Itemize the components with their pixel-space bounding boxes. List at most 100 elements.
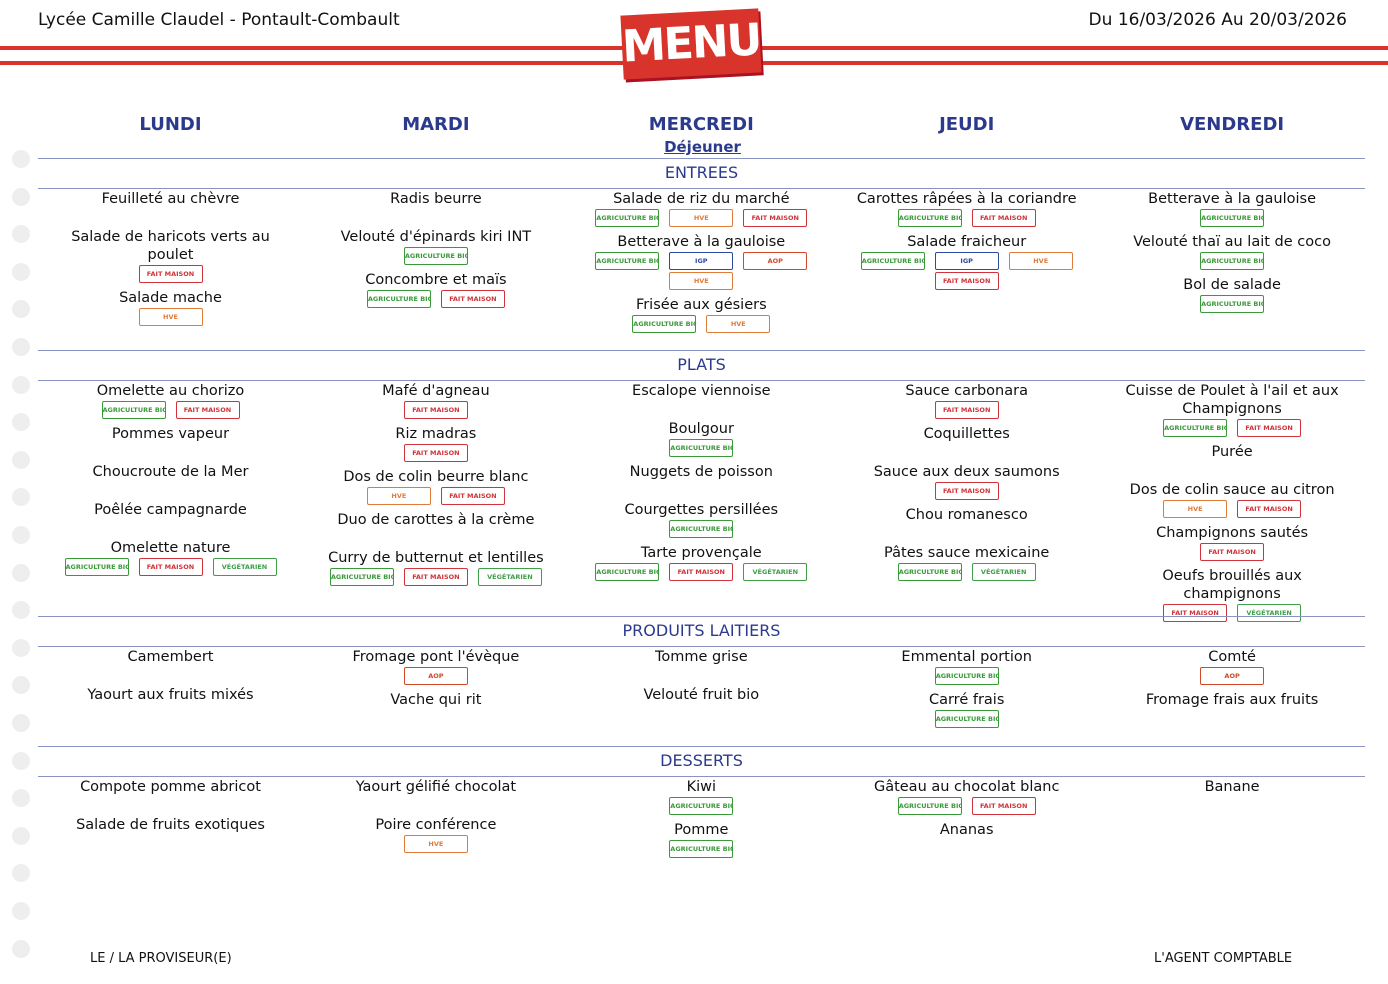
dish: Emmental portion AGRICULTURE BIOLOGIQUE (847, 648, 1087, 691)
dish: Feuilleté au chèvre (51, 190, 291, 228)
dish-name: Pâtes sauce mexicaine (884, 545, 1050, 561)
quality-label: AGRICULTURE BIOLOGIQUE (1200, 295, 1265, 313)
dish-name: Tomme grise (654, 649, 748, 665)
day-column: Mafé d'agneau FAIT MAISON Riz madras FAIT M… (303, 382, 568, 592)
dish-name: Pommes vapeur (111, 426, 230, 442)
dish: Riz madras FAIT MAISON (316, 425, 556, 468)
day-column: Omelette au chorizo AGRICULTURE BIOLOGIQU… (38, 382, 303, 582)
quality-label: FAIT MAISON (1237, 419, 1302, 437)
day-column: Compote pomme abricot Salade de fruits ex… (38, 778, 303, 854)
day-column: Radis beurre Velouté d'épinards kiri INT A… (303, 190, 568, 314)
dish-name: Emmental portion (901, 649, 1032, 665)
label-row: AGRICULTURE BIOLOGIQUE FAIT MAISON VÉGÉTAR… (581, 563, 821, 581)
quality-label: AGRICULTURE BIOLOGIQUE (897, 563, 962, 581)
section-rule (38, 616, 1365, 617)
dish: Carré frais AGRICULTURE BIOLOGIQUE (847, 691, 1087, 734)
label-row: AGRICULTURE BIOLOGIQUE HVE (581, 315, 821, 333)
binder-hole (12, 375, 30, 394)
label-row: FAIT MAISON (1112, 543, 1352, 561)
binder-hole (12, 187, 30, 206)
binder-hole (12, 488, 30, 507)
quality-label: FAIT MAISON (1200, 543, 1265, 561)
section-title: ENTREES (664, 163, 739, 182)
label-row: FAIT MAISON (847, 482, 1087, 500)
dish: Sauce carbonara FAIT MAISON (847, 382, 1087, 425)
quality-label: FAIT MAISON (440, 290, 505, 308)
binder-hole (12, 338, 30, 356)
dish: Salade de haricots verts au poulet FAIT M… (51, 228, 291, 289)
dish: Carottes râpées à la coriandre AGRICULTUR… (847, 190, 1087, 233)
quality-label: HVE (366, 487, 431, 505)
quality-label: VÉGÉTARIEN (477, 568, 542, 586)
dish: Ananas (847, 821, 1087, 859)
dish: Dos de colin sauce au citron HVE FAIT MAIS… (1112, 481, 1352, 524)
label-row: AGRICULTURE BIOLOGIQUE (581, 439, 821, 457)
binder-hole (12, 300, 30, 319)
section-title: PLATS (677, 355, 726, 374)
day-column: Sauce carbonara FAIT MAISON Coquillettes Sa… (834, 382, 1099, 587)
label-row: AGRICULTURE BIOLOGIQUE FAIT MAISON (847, 209, 1087, 227)
day-column: Camembert Yaourt aux fruits mixés (38, 648, 303, 724)
label-row: FAIT MAISON VÉGÉTARIEN (1112, 604, 1352, 622)
binder-hole (12, 789, 30, 808)
day-column: Kiwi AGRICULTURE BIOLOGIQUE Pomme AGRICULTU… (569, 778, 834, 864)
quality-label: AGRICULTURE BIOLOGIQUE (669, 797, 734, 815)
dish-name: Courgettes persillées (624, 502, 779, 518)
dish: Salade de fruits exotiques (51, 816, 291, 854)
dish-name: Dos de colin beurre blanc (343, 469, 529, 485)
label-row: AGRICULTURE BIOLOGIQUE (1112, 209, 1352, 227)
quality-label: AOP (1200, 667, 1265, 685)
dish: Pommes vapeur (51, 425, 291, 463)
label-row: HVE FAIT MAISON (1112, 500, 1352, 518)
quality-label: AGRICULTURE BIOLOGIQUE (669, 520, 734, 538)
dish-name: Fromage pont l'évèque (352, 649, 520, 665)
dish: Omelette nature AGRICULTURE BIOLOGIQUE FAI… (51, 539, 291, 582)
dish-name: Choucroute de la Mer (92, 464, 249, 480)
dish: Mafé d'agneau FAIT MAISON (316, 382, 556, 425)
label-row: AGRICULTURE BIOLOGIQUE (1112, 252, 1352, 270)
dish: Poire conférence HVE (316, 816, 556, 859)
quality-label: FAIT MAISON (971, 209, 1036, 227)
dish-name: Yaourt gélifié chocolat (355, 779, 517, 795)
dish-name: Velouté d'épinards kiri INT (340, 229, 532, 245)
quality-label: IGP (669, 252, 734, 270)
quality-label: AGRICULTURE BIOLOGIQUE (934, 667, 999, 685)
dish: Boulgour AGRICULTURE BIOLOGIQUE (581, 420, 821, 463)
binder-hole (12, 262, 30, 281)
label-row: FAIT MAISON (51, 265, 291, 283)
dish: Frisée aux gésiers AGRICULTURE BIOLOGIQUE… (581, 296, 821, 339)
quality-label: FAIT MAISON (440, 487, 505, 505)
binder-hole (12, 751, 30, 770)
day-column: Banane (1100, 778, 1365, 816)
label-row: AGRICULTURE BIOLOGIQUE FAIT MAISON (51, 401, 291, 419)
dish: Cuisse de Poulet à l'ail et aux Champign… (1112, 382, 1352, 443)
day-column: Escalope viennoise Boulgour AGRICULTURE BI… (569, 382, 834, 587)
section-rule (38, 158, 1365, 159)
label-row: AGRICULTURE BIOLOGIQUE (581, 520, 821, 538)
label-row: AGRICULTURE BIOLOGIQUE VÉGÉTARIEN (847, 563, 1087, 581)
quality-label: IGP (934, 252, 999, 270)
quality-label: AGRICULTURE BIOLOGIQUE (897, 797, 962, 815)
label-row: AGRICULTURE BIOLOGIQUE IGP AOP HVE (581, 252, 821, 290)
section-rule (38, 350, 1365, 351)
dish-name: Velouté fruit bio (643, 687, 760, 703)
dish: Oeufs brouillés aux champignons FAIT MAIS… (1112, 567, 1352, 628)
day-header: MARDI (402, 114, 470, 135)
day-header: VENDREDI (1180, 114, 1285, 135)
quality-label: FAIT MAISON (403, 444, 468, 462)
day-column: Carottes râpées à la coriandre AGRICULTUR… (834, 190, 1099, 296)
binder-hole (12, 413, 30, 432)
label-row: AGRICULTURE BIOLOGIQUE (581, 797, 821, 815)
binder-hole (12, 902, 30, 920)
quality-label: FAIT MAISON (934, 401, 999, 419)
dish-name: Champignons sautés (1156, 525, 1309, 541)
label-row: AGRICULTURE BIOLOGIQUE FAIT MAISON VÉGÉTAR… (51, 558, 291, 576)
section-rule (38, 646, 1365, 647)
quality-label: HVE (403, 835, 468, 853)
quality-label: AGRICULTURE BIOLOGIQUE (366, 290, 431, 308)
label-row: AGRICULTURE BIOLOGIQUE (847, 710, 1087, 728)
dish: Coquillettes (847, 425, 1087, 463)
label-row: FAIT MAISON (316, 401, 556, 419)
quality-label: VÉGÉTARIEN (971, 563, 1036, 581)
dish: Betterave à la gauloise AGRICULTURE BIOLO… (581, 233, 821, 296)
